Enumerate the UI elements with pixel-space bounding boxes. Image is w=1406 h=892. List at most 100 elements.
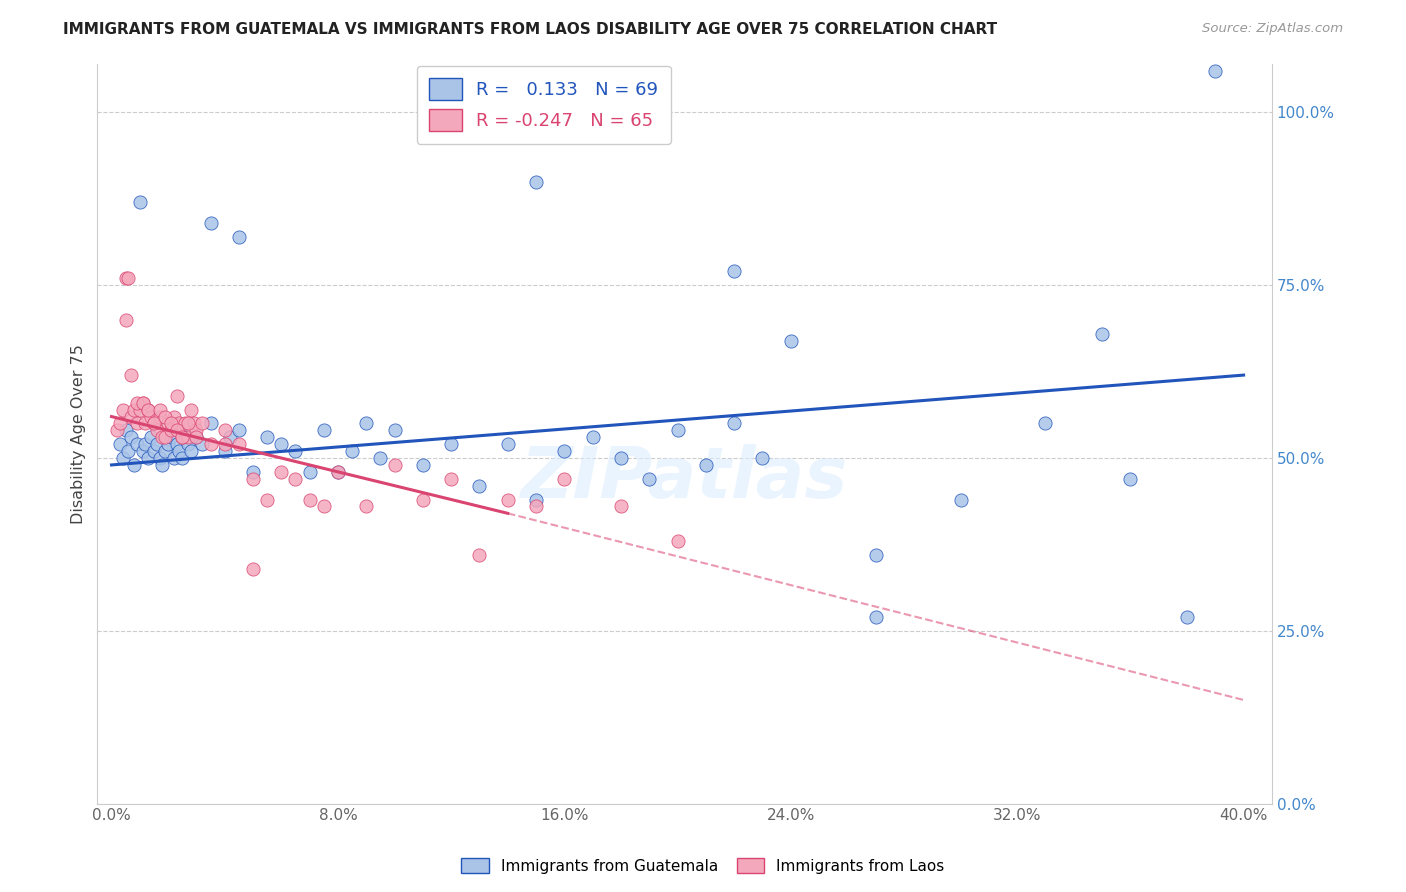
Point	[114, 423, 136, 437]
Point	[166, 389, 188, 403]
Point	[270, 437, 292, 451]
Point	[120, 409, 142, 424]
Point	[751, 450, 773, 465]
Point	[177, 430, 200, 444]
Text: ZIPatlas: ZIPatlas	[522, 443, 848, 513]
Point	[284, 472, 307, 486]
Point	[172, 430, 194, 444]
Point	[865, 548, 887, 562]
Point	[180, 402, 202, 417]
Point	[128, 402, 150, 417]
Point	[139, 430, 162, 444]
Point	[128, 195, 150, 210]
Point	[105, 423, 128, 437]
Point	[174, 430, 197, 444]
Point	[242, 472, 264, 486]
Point	[163, 409, 186, 424]
Point	[180, 444, 202, 458]
Point	[638, 472, 661, 486]
Point	[125, 395, 148, 409]
Point	[256, 430, 278, 444]
Point	[468, 478, 491, 492]
Point	[370, 450, 392, 465]
Point	[122, 458, 145, 472]
Point	[155, 444, 177, 458]
Point	[214, 423, 236, 437]
Point	[354, 500, 377, 514]
Point	[1035, 417, 1057, 431]
Point	[131, 395, 153, 409]
Point	[312, 500, 335, 514]
Point	[412, 458, 434, 472]
Point	[172, 430, 194, 444]
Point	[111, 402, 134, 417]
Point	[524, 500, 547, 514]
Point	[111, 450, 134, 465]
Point	[160, 430, 183, 444]
Point	[177, 417, 200, 431]
Point	[553, 444, 575, 458]
Point	[191, 437, 214, 451]
Point	[163, 450, 186, 465]
Point	[865, 610, 887, 624]
Point	[157, 437, 180, 451]
Point	[440, 437, 463, 451]
Point	[139, 409, 162, 424]
Point	[524, 175, 547, 189]
Point	[228, 437, 250, 451]
Point	[152, 458, 174, 472]
Point	[440, 472, 463, 486]
Point	[610, 500, 633, 514]
Point	[1119, 472, 1142, 486]
Point	[155, 409, 177, 424]
Point	[125, 437, 148, 451]
Point	[146, 437, 169, 451]
Point	[152, 430, 174, 444]
Point	[160, 417, 183, 431]
Point	[949, 492, 972, 507]
Point	[214, 437, 236, 451]
Point	[270, 465, 292, 479]
Point	[160, 423, 183, 437]
Point	[214, 444, 236, 458]
Point	[723, 417, 745, 431]
Legend: Immigrants from Guatemala, Immigrants from Laos: Immigrants from Guatemala, Immigrants fr…	[456, 852, 950, 880]
Point	[117, 444, 139, 458]
Point	[242, 561, 264, 575]
Point	[131, 395, 153, 409]
Legend: R =   0.133   N = 69, R = -0.247   N = 65: R = 0.133 N = 69, R = -0.247 N = 65	[416, 66, 671, 144]
Point	[284, 444, 307, 458]
Point	[177, 437, 200, 451]
Point	[412, 492, 434, 507]
Point	[200, 216, 222, 230]
Point	[120, 368, 142, 383]
Point	[468, 548, 491, 562]
Point	[169, 417, 191, 431]
Point	[117, 271, 139, 285]
Point	[131, 444, 153, 458]
Point	[108, 437, 131, 451]
Point	[149, 402, 172, 417]
Point	[142, 444, 165, 458]
Point	[340, 444, 363, 458]
Point	[136, 402, 159, 417]
Point	[146, 423, 169, 437]
Point	[666, 423, 689, 437]
Point	[298, 492, 321, 507]
Point	[191, 417, 214, 431]
Point	[1204, 64, 1226, 78]
Point	[166, 437, 188, 451]
Point	[723, 264, 745, 278]
Point	[142, 417, 165, 431]
Point	[108, 417, 131, 431]
Point	[134, 437, 156, 451]
Point	[553, 472, 575, 486]
Point	[779, 334, 801, 348]
Point	[186, 430, 208, 444]
Point	[200, 437, 222, 451]
Point	[354, 417, 377, 431]
Point	[384, 423, 406, 437]
Point	[326, 465, 349, 479]
Point	[134, 417, 156, 431]
Point	[384, 458, 406, 472]
